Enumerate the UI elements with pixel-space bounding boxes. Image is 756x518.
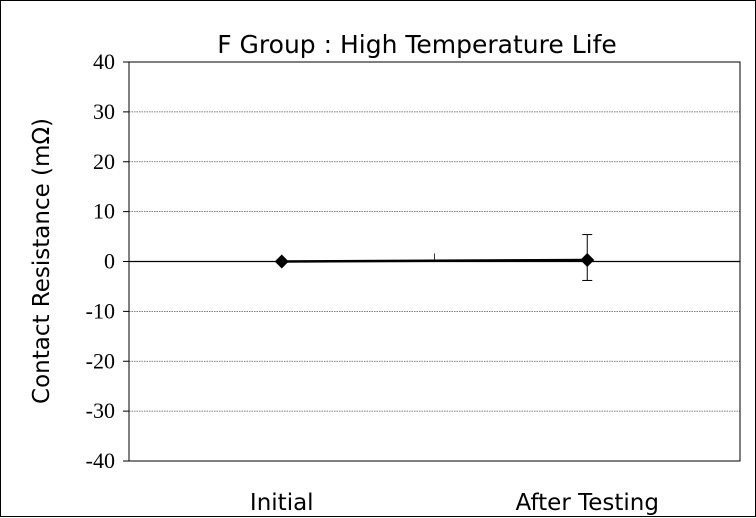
- x-category-label: Initial: [250, 490, 314, 516]
- y-tick-label: 0: [104, 249, 115, 274]
- data-point-marker: [274, 254, 289, 269]
- x-axis-category-labels: Initial After Testing: [250, 490, 659, 516]
- y-tick-label: -20: [86, 348, 115, 373]
- y-tick-label: 20: [93, 149, 115, 174]
- y-tick-label: -40: [86, 448, 115, 473]
- chart-title: F Group : High Temperature Life: [217, 30, 617, 59]
- series-line: [274, 234, 595, 281]
- y-tick-label: -10: [86, 298, 115, 323]
- y-tick-label: 30: [93, 99, 115, 124]
- y-tick-label: 10: [93, 199, 115, 224]
- series-line-path: [281, 258, 588, 263]
- y-axis-ticks: [123, 61, 129, 462]
- x-category-label: After Testing: [516, 490, 659, 516]
- data-point-marker: [580, 253, 595, 268]
- y-axis-tick-labels: 40 30 20 10 0 -10 -20 -30 -40: [86, 49, 115, 473]
- y-axis-label: Contact Resistance (mΩ): [29, 118, 55, 404]
- y-tick-label: 40: [93, 49, 115, 74]
- y-tick-label: -30: [86, 398, 115, 423]
